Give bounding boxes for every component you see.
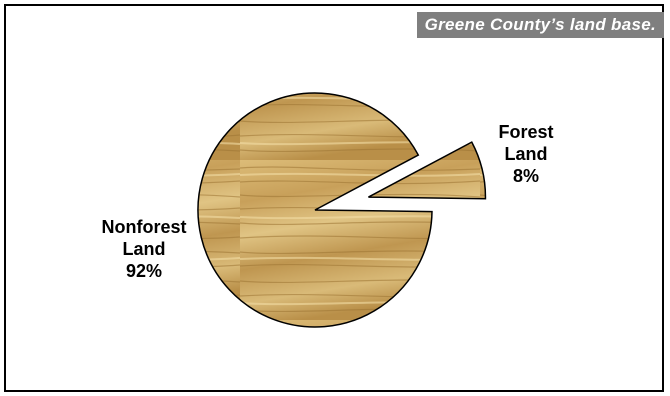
slice-label-forest-land: Forest Land 8% [498, 122, 553, 186]
slice-label-line: Land [123, 239, 166, 259]
slice-label-line: 8% [513, 166, 539, 186]
chart-title: Greene County’s land base. [416, 12, 664, 38]
slice-label-line: Forest [498, 122, 553, 142]
pie-labels: Forest Land 8%Nonforest Land 92% [102, 122, 554, 281]
chart-title-text: Greene County’s land base. [424, 15, 656, 34]
slice-label-line: 92% [126, 261, 162, 281]
slice-label-nonforest-land: Nonforest Land 92% [102, 217, 187, 281]
pie-slice-forest-land [368, 141, 487, 200]
pie-slice-nonforest-land [197, 92, 433, 328]
slice-label-line: Nonforest [102, 217, 187, 237]
slice-label-line: Land [505, 144, 548, 164]
pie-slices [197, 92, 487, 328]
